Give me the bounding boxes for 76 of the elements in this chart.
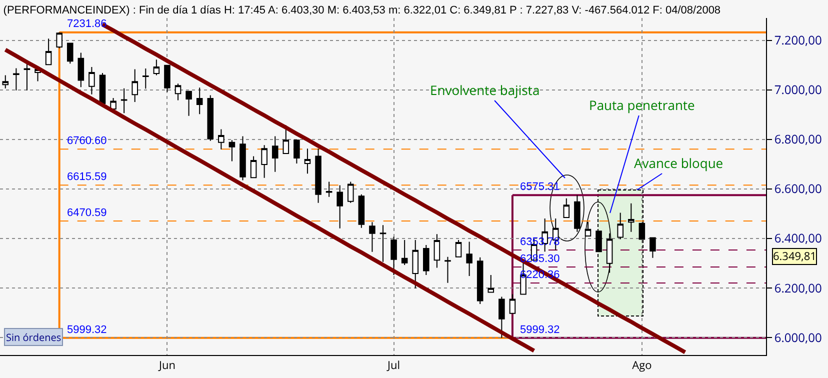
candlestick xyxy=(574,194,580,232)
candlestick xyxy=(617,212,624,240)
annotation: Envolvente bajista xyxy=(430,81,540,99)
candlestick xyxy=(650,237,656,258)
ref-line-label: 6615.59 xyxy=(67,171,107,183)
y-tick-label: 6.400,00 xyxy=(774,230,822,247)
x-tick-label: Jun xyxy=(158,358,176,374)
candlestick xyxy=(78,52,84,88)
ref-line-label: 5999.32 xyxy=(520,324,560,336)
candlestick xyxy=(315,148,322,204)
candlestick xyxy=(153,59,160,76)
candlestick xyxy=(336,184,343,229)
candlestick xyxy=(358,194,365,228)
candlestick xyxy=(294,139,300,164)
y-tick-label: 7.200,00 xyxy=(774,32,822,48)
candlestick xyxy=(390,236,397,276)
candlestick xyxy=(228,140,236,162)
candlestick xyxy=(142,68,149,90)
candlestick xyxy=(326,181,332,198)
x-tick-label: Jul xyxy=(386,358,400,374)
ref-line-label: 5999.32 xyxy=(67,324,107,336)
candlestick xyxy=(347,181,354,204)
y-tick-label: 6.200,00 xyxy=(774,279,822,296)
candlestick xyxy=(638,222,646,240)
candlestick xyxy=(132,68,138,102)
ref-line-label: 6760.60 xyxy=(67,135,107,147)
candlestick xyxy=(476,256,484,304)
y-tick-label: 6.000,00 xyxy=(774,328,822,346)
candlestick xyxy=(218,128,224,150)
candlestick xyxy=(563,198,570,218)
annotation: Sin órdenes xyxy=(6,330,62,344)
candlestick xyxy=(240,136,246,181)
text: 6.349,81 xyxy=(773,249,816,264)
candlestick xyxy=(401,240,408,266)
candlestick xyxy=(380,224,386,262)
candlestick xyxy=(261,144,268,178)
ref-line-label: 6575.31 xyxy=(520,181,560,193)
x-tick-label: Ago xyxy=(632,358,652,374)
y-tick-label: 6.600,00 xyxy=(774,180,822,198)
y-tick-label: 7.000,00 xyxy=(774,81,822,98)
candlestick xyxy=(66,42,74,64)
candlestick xyxy=(207,94,214,142)
candlestick xyxy=(444,256,451,284)
annotation: Pauta penetrante xyxy=(589,96,695,114)
candlestick xyxy=(412,240,419,289)
ref-line-label: 7231.86 xyxy=(67,18,107,30)
candlestick xyxy=(164,64,170,92)
candlestick xyxy=(628,202,634,232)
candlestick xyxy=(174,83,182,101)
candlestick xyxy=(423,244,430,276)
candlestick xyxy=(606,232,613,274)
candlestick xyxy=(466,241,472,276)
y-tick-label: 6.800,00 xyxy=(774,130,822,148)
chart-title: (PERFORMANCEINDEX) : Fin de día 1 días H: 17:45 A: 6.403,30 M: 6.403,53 m: 6.322,01 C: 6.349,81 P : 7.227,83 V: -467.564.012 F: 04/08/2008 xyxy=(3,4,721,16)
candlestick xyxy=(304,148,311,174)
candlestick xyxy=(488,274,494,294)
candlestick xyxy=(88,66,95,95)
candlestick xyxy=(120,88,128,114)
candlestick xyxy=(2,74,9,89)
candlestick xyxy=(196,87,203,115)
candlestick xyxy=(455,240,462,258)
candlestick xyxy=(56,32,62,49)
candlestick xyxy=(596,230,602,253)
candlestick xyxy=(584,221,592,238)
candlestick xyxy=(24,62,30,91)
candlestick xyxy=(186,90,192,116)
annotation: Avance bloque xyxy=(634,154,724,172)
candlestick xyxy=(369,222,376,252)
ref-line-label: 6470.59 xyxy=(67,207,107,219)
candlestick xyxy=(509,294,516,314)
candlestick xyxy=(498,296,505,338)
candlestick xyxy=(272,136,278,172)
candlestick xyxy=(250,156,257,179)
candlestick xyxy=(45,38,52,66)
candlestick xyxy=(434,234,440,268)
candlestick xyxy=(13,68,20,91)
